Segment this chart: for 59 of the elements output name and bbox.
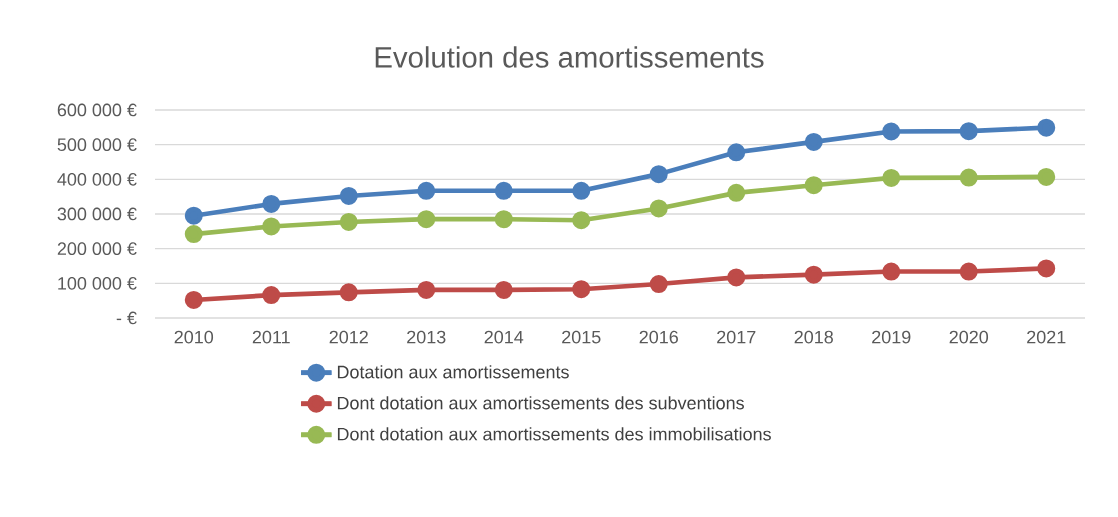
x-tick-label: 2020 xyxy=(949,330,989,344)
x-tick-label: 2017 xyxy=(717,330,756,344)
y-tick-label: - € xyxy=(116,311,137,325)
chart-title: Evolution des amortissements xyxy=(375,46,764,68)
x-tick-label: 2013 xyxy=(407,330,446,344)
point xyxy=(494,181,513,200)
point xyxy=(417,210,436,229)
point xyxy=(959,122,978,141)
point xyxy=(804,132,823,151)
point xyxy=(727,183,746,202)
point xyxy=(339,212,358,231)
point xyxy=(262,194,281,213)
point xyxy=(262,217,281,236)
point xyxy=(262,286,281,305)
point xyxy=(417,280,436,299)
point xyxy=(417,181,436,200)
x-tick-label: 2019 xyxy=(872,330,911,344)
point xyxy=(184,206,203,225)
point xyxy=(727,268,746,287)
x-tick-label: 2018 xyxy=(794,330,833,344)
point xyxy=(339,283,358,302)
point xyxy=(804,176,823,195)
x-tick-label: 2012 xyxy=(329,330,368,344)
x-tick-label: 2015 xyxy=(562,330,601,344)
point xyxy=(339,186,358,205)
y-tick-label: 300 000 € xyxy=(57,207,137,221)
legend-label: Dotation aux amortissements xyxy=(337,365,569,379)
point xyxy=(572,280,591,299)
point xyxy=(1037,259,1056,278)
x-tick-label: 2021 xyxy=(1027,330,1066,344)
y-tick-label: 400 000 € xyxy=(57,172,137,186)
y-tick-label: 100 000 € xyxy=(58,276,137,290)
point xyxy=(572,181,591,200)
point xyxy=(184,290,203,309)
point xyxy=(882,262,901,281)
point xyxy=(494,210,513,229)
x-tick-label: 2011 xyxy=(252,330,290,344)
point xyxy=(649,275,668,294)
y-tick-label: 500 000 € xyxy=(57,138,137,152)
y-tick-label: 600 000 € xyxy=(57,103,137,117)
point xyxy=(649,199,668,218)
point xyxy=(649,165,668,184)
legend-label: Dont dotation aux amortissements des subventions xyxy=(337,396,744,410)
point xyxy=(184,225,203,244)
point xyxy=(1037,167,1056,186)
point xyxy=(1037,118,1056,137)
x-tick-label: 2010 xyxy=(174,330,214,344)
y-tick-label: 200 000 € xyxy=(57,242,137,256)
point xyxy=(959,168,978,187)
point xyxy=(882,122,901,141)
point xyxy=(804,265,823,284)
x-tick-label: 2014 xyxy=(484,330,524,344)
point xyxy=(572,211,591,230)
point xyxy=(882,168,901,187)
x-tick-label: 2016 xyxy=(639,330,678,344)
legend-label: Dont dotation aux amortissements des immobilisations xyxy=(337,427,771,441)
point xyxy=(959,262,978,281)
point xyxy=(727,143,746,162)
point xyxy=(494,280,513,299)
